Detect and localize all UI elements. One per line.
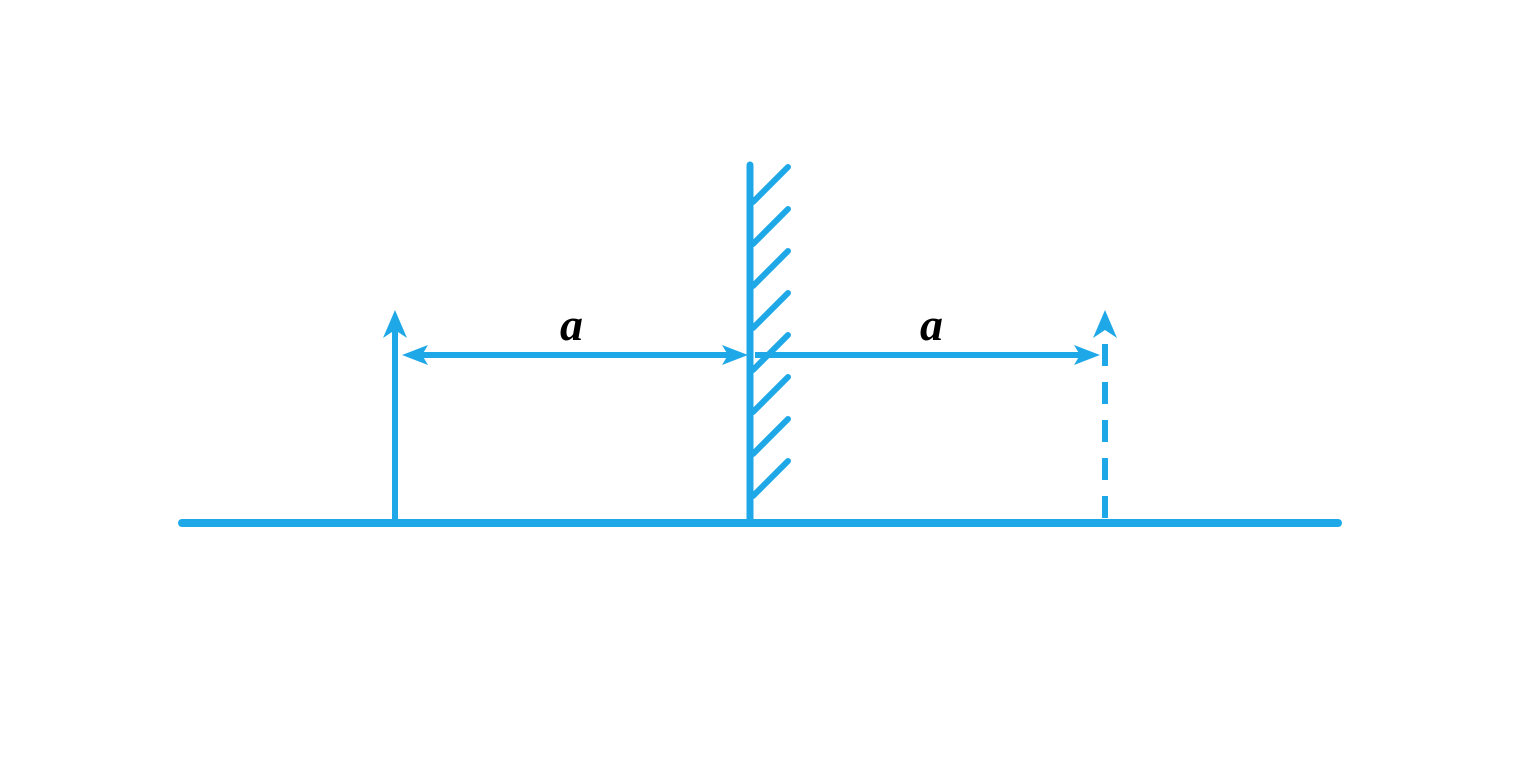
object-arrow	[383, 310, 407, 523]
mirror-reflection-diagram: a a	[0, 0, 1536, 774]
diagram-svg	[0, 0, 1536, 774]
label-a-right: a	[920, 298, 943, 351]
label-a-left: a	[560, 298, 583, 351]
mirror-hatching	[753, 167, 788, 496]
image-arrow	[1093, 310, 1117, 518]
